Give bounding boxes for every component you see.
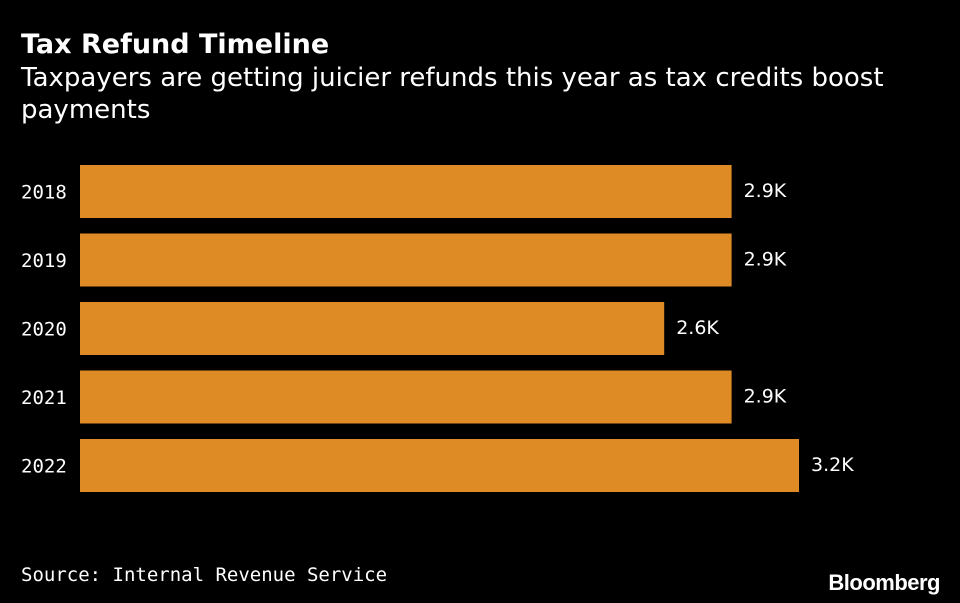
source-note: Source: Internal Revenue Service	[21, 564, 388, 586]
bloomberg-logo: Bloomberg	[828, 570, 940, 595]
category-label-2019: 2019	[21, 250, 67, 272]
bar-chart: 2018 2.9K 2019 2.9K 2020 2.6K 2021 2.9K 2022 3.2K	[21, 165, 854, 492]
bar-2021	[80, 370, 732, 424]
category-label-2018: 2018	[21, 182, 67, 204]
bar-2019	[80, 233, 732, 287]
data-label-2018: 2.9K	[744, 180, 787, 202]
chart-title: Tax Refund Timeline	[21, 29, 330, 60]
category-label-2021: 2021	[21, 387, 67, 409]
data-label-2019: 2.9K	[744, 249, 787, 271]
data-label-2022: 3.2K	[811, 454, 854, 476]
bar-2020	[80, 302, 665, 355]
category-label-2022: 2022	[21, 456, 67, 478]
category-label-2020: 2020	[21, 319, 67, 341]
bar-2022	[80, 439, 799, 492]
bar-2018	[80, 165, 732, 218]
data-label-2020: 2.6K	[676, 317, 719, 339]
data-label-2021: 2.9K	[744, 386, 787, 408]
chart-subtitle: Taxpayers are getting juicier refunds th…	[21, 63, 884, 125]
